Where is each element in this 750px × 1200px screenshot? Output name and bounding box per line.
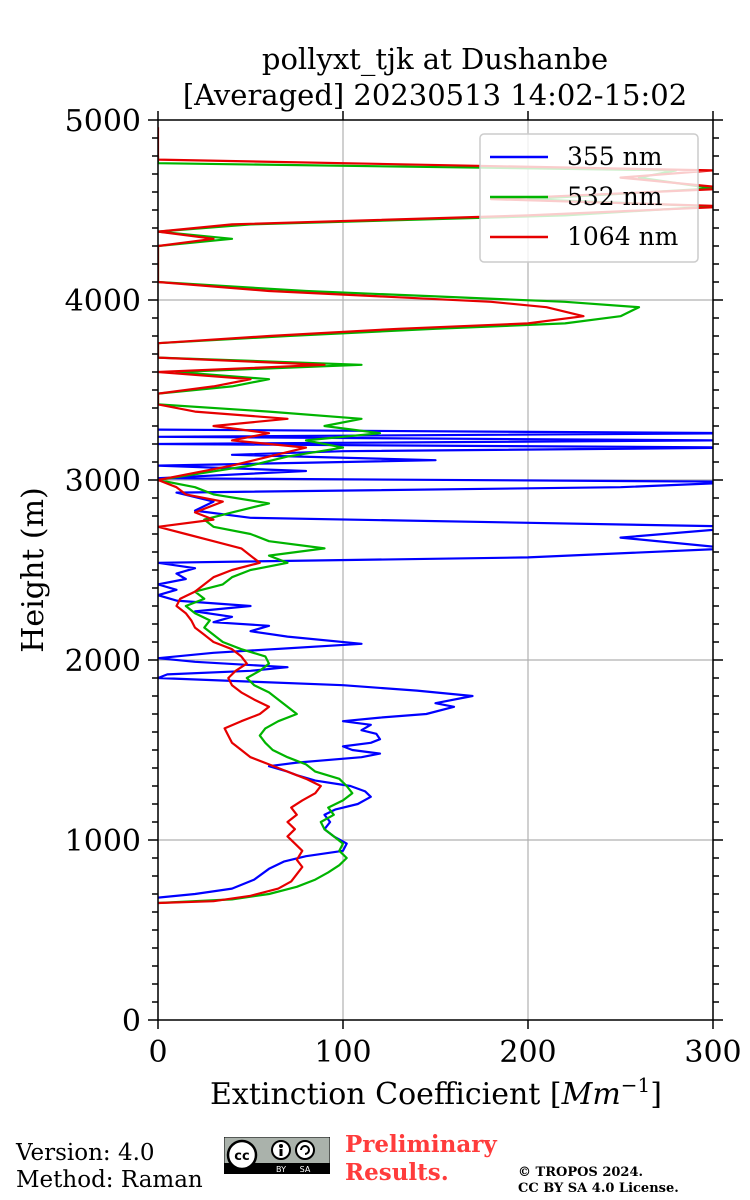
legend-label-1064: 1064 nm — [567, 222, 679, 251]
legend-label-355: 355 nm — [567, 142, 663, 171]
version-text: Version: 4.0 — [16, 1140, 155, 1166]
y-tick-label: 4000 — [65, 284, 141, 319]
x-tick-label: 300 — [684, 1035, 741, 1070]
y-tick-label: 5000 — [65, 104, 141, 139]
cc-text: cc — [234, 1149, 249, 1164]
y-axis-label: Height (m) — [16, 487, 51, 652]
legend: 355 nm 532 nm 1064 nm — [479, 133, 699, 263]
footer-version-method: Version: 4.0 Method: Raman — [16, 1140, 203, 1194]
y-tick-label: 3000 — [65, 464, 141, 499]
copyright-notice: © TROPOS 2024. CC BY SA 4.0 License. — [518, 1165, 679, 1197]
legend-box — [479, 133, 699, 263]
sa-text: SA — [300, 1165, 311, 1174]
series-line-355-nm — [158, 428, 713, 899]
series-line-532-nm — [158, 156, 713, 905]
method-text: Method: Raman — [16, 1167, 203, 1193]
series-line-1064-nm — [158, 127, 713, 905]
preliminary-line-1: Preliminary — [345, 1131, 497, 1158]
preliminary-line-2: Results. — [345, 1159, 449, 1186]
chart-title-line-1: pollyxt_tjk at Dushanbe — [261, 42, 609, 76]
cc-by-sa-badge-icon: cc BY SA — [224, 1137, 330, 1174]
x-tick-label: 200 — [499, 1035, 556, 1070]
series-group — [158, 127, 713, 905]
y-tick-label: 2000 — [65, 644, 141, 679]
chart-title-line-2: [Averaged] 20230513 14:02-15:02 — [182, 78, 688, 112]
x-tick-label: 100 — [314, 1035, 371, 1070]
x-axis-label: Extinction Coefficient [Mm−1] — [210, 1073, 662, 1112]
legend-label-532: 532 nm — [567, 182, 663, 211]
y-tick-label: 1000 — [65, 824, 141, 859]
y-tick-label: 0 — [122, 1004, 141, 1039]
copyright-line-2: CC BY SA 4.0 License. — [518, 1181, 679, 1196]
preliminary-results-notice: Preliminary Results. — [345, 1131, 497, 1187]
by-text: BY — [276, 1165, 286, 1174]
copyright-line-1: © TROPOS 2024. — [518, 1165, 644, 1180]
x-tick-label: 0 — [148, 1035, 167, 1070]
